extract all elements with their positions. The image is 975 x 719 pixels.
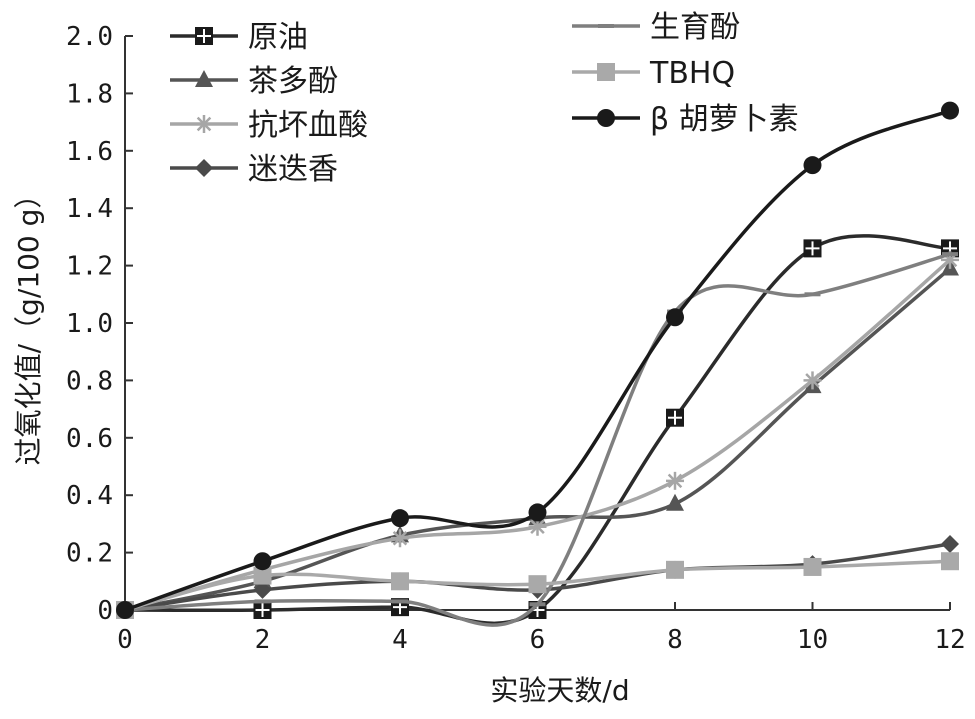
data-point bbox=[253, 552, 272, 571]
data-point bbox=[941, 534, 959, 553]
legend-label: 抗坏血酸 bbox=[248, 108, 368, 143]
data-point bbox=[942, 252, 958, 257]
x-tick-label: 12 bbox=[934, 625, 965, 655]
legend-label: 迷迭香 bbox=[248, 152, 338, 187]
series-2 bbox=[116, 250, 959, 619]
series-6 bbox=[116, 101, 959, 619]
legend-label: 原油 bbox=[248, 20, 308, 55]
y-ticks: 0 0.2 0.4 0.6 0.8 1.0 1.2 1.4 1.6 1.8 2.0 bbox=[66, 22, 133, 626]
data-point bbox=[803, 557, 822, 576]
legend-marker bbox=[195, 115, 213, 133]
data-point bbox=[253, 601, 272, 619]
data-point bbox=[391, 509, 409, 528]
legend-item: β 胡萝卜素 bbox=[572, 102, 799, 137]
y-tick-label: 0.6 bbox=[66, 424, 113, 454]
series-line bbox=[124, 258, 952, 612]
data-point bbox=[804, 292, 821, 297]
x-tick-label: 8 bbox=[667, 625, 683, 655]
x-tick-label: 2 bbox=[255, 625, 271, 655]
y-tick-label: 1.6 bbox=[66, 137, 113, 167]
y-tick-label: 1.2 bbox=[66, 252, 113, 282]
data-point bbox=[941, 101, 959, 120]
legend-marker bbox=[597, 109, 615, 127]
data-point bbox=[666, 471, 684, 490]
series-layer bbox=[116, 101, 959, 627]
y-axis-title: 过氧化值/（g/100 g） bbox=[12, 181, 45, 466]
data-point bbox=[528, 575, 547, 594]
y-tick-label: 0.2 bbox=[66, 539, 113, 569]
series-5 bbox=[116, 552, 959, 619]
y-tick-label: 1.4 bbox=[66, 194, 113, 224]
data-point bbox=[391, 529, 409, 548]
legend-item: 抗坏血酸 bbox=[170, 108, 368, 143]
data-point bbox=[253, 580, 272, 599]
data-point bbox=[666, 493, 684, 511]
series-line bbox=[124, 252, 951, 627]
y-tick-label: 1.8 bbox=[66, 79, 113, 109]
y-tick-label: 0.8 bbox=[66, 366, 113, 396]
data-point bbox=[803, 156, 822, 175]
data-point bbox=[666, 560, 684, 579]
data-point bbox=[941, 552, 959, 571]
y-tick-label: 1.0 bbox=[66, 309, 113, 339]
data-point bbox=[529, 602, 546, 607]
x-tick-label: 6 bbox=[530, 625, 546, 655]
x-tick-label: 10 bbox=[797, 625, 828, 655]
data-point bbox=[666, 308, 684, 327]
x-tick-label: 0 bbox=[117, 625, 133, 655]
data-point bbox=[803, 371, 822, 390]
data-point bbox=[392, 599, 408, 604]
data-point bbox=[116, 601, 134, 619]
legend-marker bbox=[597, 63, 615, 81]
legend-item: 生育酚 bbox=[572, 10, 740, 45]
legend-item: 茶多酚 bbox=[170, 64, 338, 99]
legend-label: 生育酚 bbox=[650, 10, 740, 45]
data-point bbox=[803, 239, 822, 258]
plot-area: 0 2 4 6 8 10 12 0 0.2 0.4 0.6 0.8 1.0 1.2 1.4 1.6 1.8 2.… bbox=[66, 22, 966, 655]
legend-item: 原油 bbox=[170, 20, 308, 55]
data-point bbox=[391, 572, 409, 591]
legend-marker bbox=[598, 24, 614, 28]
data-point bbox=[253, 566, 272, 585]
y-tick-label: 0.4 bbox=[66, 481, 113, 511]
y-tick-label: 2.0 bbox=[66, 22, 113, 52]
legend-label: 茶多酚 bbox=[248, 64, 338, 99]
legend-item: 迷迭香 bbox=[170, 152, 338, 187]
x-axis-title: 实验天数/d bbox=[490, 674, 629, 707]
series-line bbox=[124, 267, 952, 612]
x-ticks: 0 2 4 6 8 10 12 bbox=[117, 602, 966, 655]
data-point bbox=[254, 599, 271, 604]
legend-label: TBHQ bbox=[649, 56, 735, 91]
legend-marker bbox=[195, 27, 213, 45]
legend-marker bbox=[195, 70, 213, 87]
legend-marker bbox=[195, 159, 213, 177]
y-tick-label: 0 bbox=[97, 596, 113, 626]
data-point bbox=[528, 503, 547, 522]
legend-label: β 胡萝卜素 bbox=[650, 102, 799, 137]
legend-item: TBHQ bbox=[572, 56, 735, 91]
x-tick-label: 4 bbox=[392, 625, 408, 655]
data-point bbox=[666, 408, 684, 427]
